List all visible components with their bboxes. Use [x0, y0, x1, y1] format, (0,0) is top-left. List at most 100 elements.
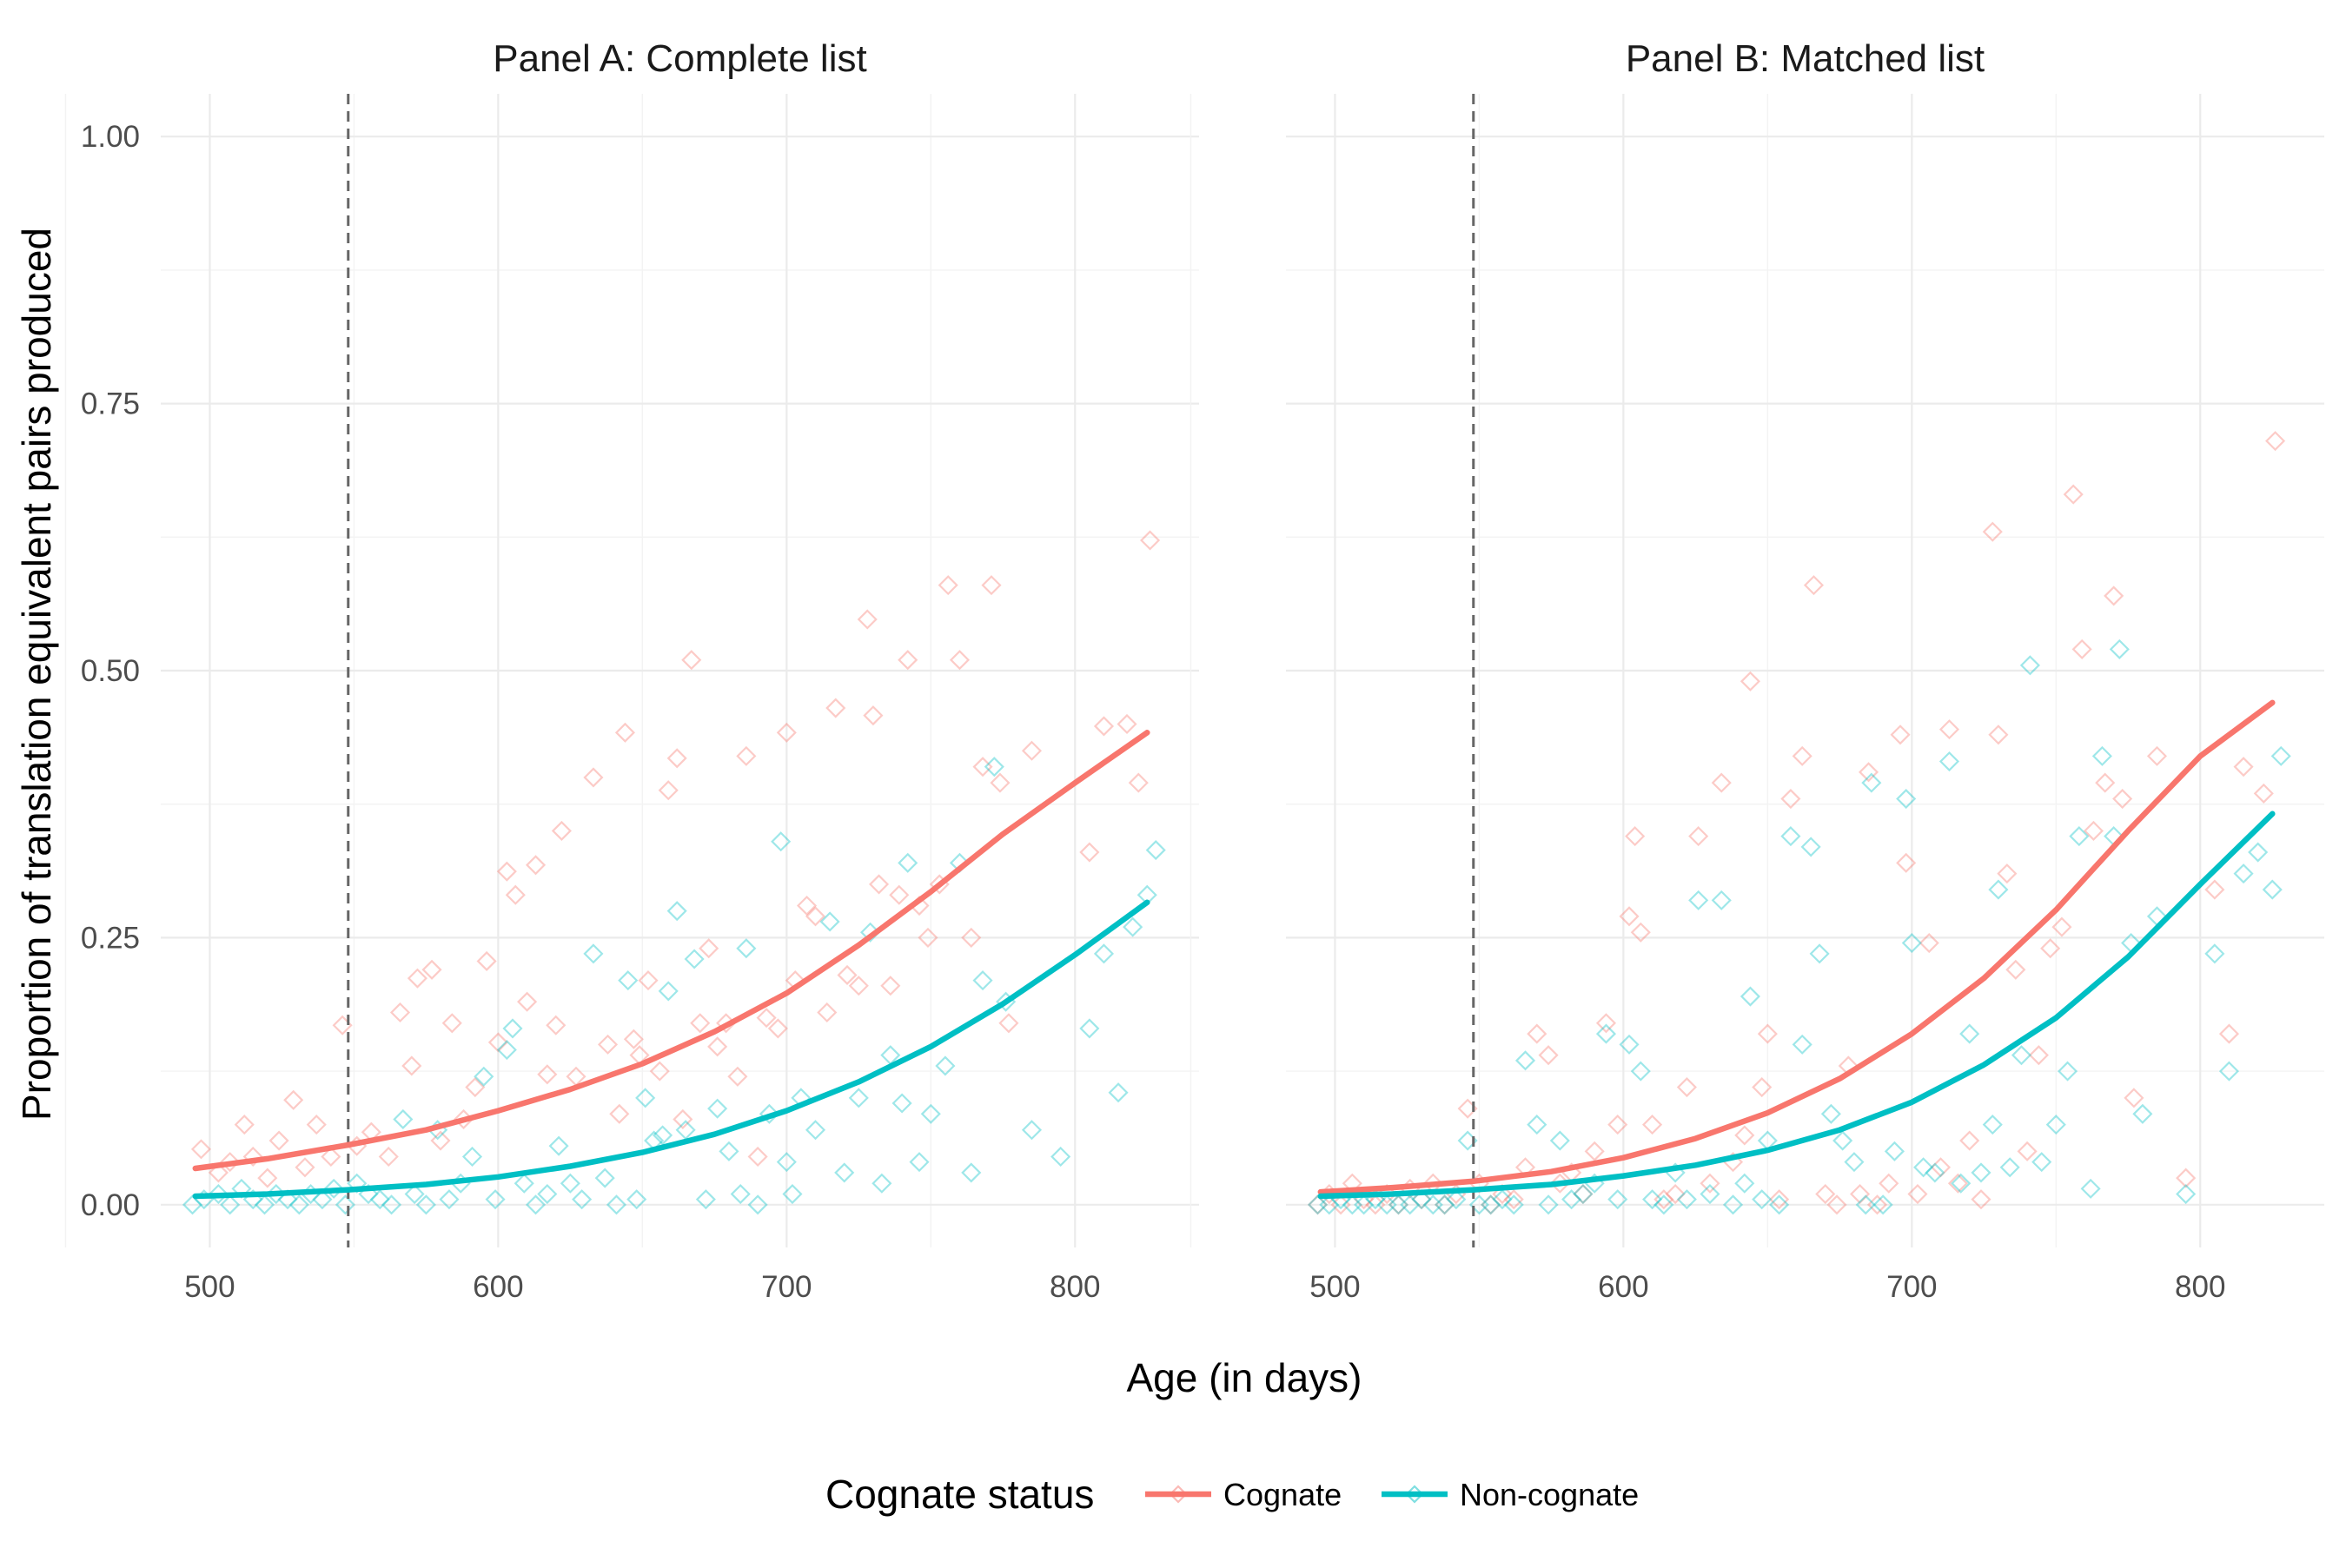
- panel-a-point-non-cognate: [182, 1194, 203, 1215]
- panel-b-point-non-cognate: [1538, 1194, 1559, 1215]
- panel-b-point-cognate: [1653, 1189, 1674, 1210]
- panel-a-point-non-cognate: [461, 1146, 483, 1168]
- panel-a-point-cognate: [776, 722, 797, 743]
- panel-b-point-non-cognate: [1411, 1189, 1432, 1210]
- panel-a-point-non-cognate: [514, 1173, 534, 1194]
- panel-b-point-non-cognate: [1700, 1183, 1720, 1205]
- panel-b-point-non-cognate: [1422, 1194, 1443, 1215]
- panel-a-point-non-cognate: [771, 831, 792, 852]
- panel-b-point-non-cognate: [2204, 943, 2225, 964]
- panel-a-point-non-cognate: [381, 1194, 402, 1215]
- panel-a-point-cognate: [961, 927, 982, 948]
- panel-b-point-cognate: [1595, 1013, 1617, 1034]
- panel-a-point-non-cognate: [736, 938, 757, 959]
- panel-b-point-cognate: [1700, 1173, 1720, 1194]
- panel-a-point-cognate: [658, 780, 679, 801]
- panel-b-point-non-cognate: [1676, 1189, 1697, 1210]
- panel-b-point-non-cognate: [1896, 789, 1917, 810]
- panel-b-point-cognate: [1769, 1189, 1790, 1210]
- panel-b-point-non-cognate: [1388, 1194, 1409, 1215]
- panel-b-point-non-cognate: [1435, 1194, 1455, 1215]
- panel-a-point-cognate: [614, 722, 635, 743]
- panel-b-point-non-cognate: [1861, 772, 1882, 793]
- panel-b-point-cognate: [2265, 431, 2286, 452]
- panel-b-point-cognate: [1630, 922, 1651, 943]
- panel-b-point-cognate: [1492, 1183, 1513, 1205]
- panel-b-point-non-cognate: [1800, 837, 1821, 857]
- legend-key-non-cognate: [1382, 1485, 1448, 1504]
- panel-b-point-non-cognate: [1307, 1194, 1329, 1215]
- panel-b-point-cognate: [1330, 1194, 1351, 1215]
- panel-a-point-cognate: [837, 964, 858, 985]
- panel-b-point-non-cognate: [1884, 1141, 1905, 1161]
- panel-b-point-non-cognate: [1722, 1194, 1744, 1215]
- panel-b-point-non-cognate: [1951, 1173, 1972, 1194]
- panel-a-point-cognate: [537, 1064, 558, 1085]
- panel-a-point-non-cognate: [834, 1162, 855, 1183]
- panel-b-point-non-cognate: [2132, 1103, 2153, 1124]
- panel-a-point-non-cognate: [972, 970, 993, 991]
- panel-b-point-non-cognate: [1988, 879, 2009, 900]
- panel-b-point-non-cognate: [1844, 1152, 1865, 1173]
- panel-b-point-cognate: [2028, 1045, 2049, 1066]
- panel-b-point-cognate: [1503, 1189, 1524, 1210]
- panel-a-point-cognate: [990, 772, 1011, 793]
- panel-a-point-cognate: [1021, 740, 1043, 761]
- panel-a-x-tick-label: 500: [184, 1270, 235, 1304]
- panel-a-point-cognate: [863, 705, 884, 726]
- panel-b-point-cognate: [2253, 783, 2274, 804]
- panel-a-point-non-cognate: [525, 1194, 547, 1215]
- panel-b-point-non-cognate: [2069, 826, 2090, 847]
- panel-b-point-non-cognate: [2091, 745, 2112, 766]
- panel-b-point-cognate: [1711, 772, 1732, 793]
- panel-b-point-non-cognate: [1561, 1189, 1582, 1210]
- panel-b-point-non-cognate: [1734, 1173, 1755, 1194]
- panel-b-point-non-cognate: [1769, 1194, 1790, 1215]
- panel-b-point-cognate: [2083, 820, 2104, 841]
- panel-a-point-non-cognate: [730, 1183, 751, 1205]
- panel-b-point-cognate: [2204, 879, 2225, 900]
- panel-b-points-non-cognate: [1307, 638, 2291, 1215]
- panel-b-point-non-cognate: [1492, 1189, 1513, 1210]
- panel-a-point-non-cognate: [594, 1168, 615, 1188]
- panel-b-point-cognate: [1625, 826, 1646, 847]
- panel-a-point-non-cognate: [898, 852, 918, 873]
- panel-b-title: Panel B: Matched list: [1626, 37, 1985, 80]
- panel-a-point-non-cognate: [626, 1189, 647, 1210]
- panel-a-point-non-cognate: [474, 1066, 494, 1087]
- panel-b-point-non-cognate: [1740, 986, 1760, 1007]
- panel-a-point-cognate: [666, 748, 687, 769]
- panel-a-point-cognate: [673, 1108, 693, 1129]
- y-tick-label: 0.00: [81, 1188, 140, 1222]
- panel-b-point-non-cognate: [1971, 1162, 1991, 1183]
- panel-a-point-cognate: [546, 1015, 567, 1035]
- panel-b-point-non-cognate: [1573, 1183, 1594, 1205]
- panel-b-point-cognate: [2146, 745, 2168, 766]
- panel-b-point-non-cognate: [1752, 1189, 1773, 1210]
- panel-a-point-cognate: [797, 895, 818, 916]
- panel-b-point-non-cognate: [1376, 1194, 1397, 1215]
- panel-b-point-cognate: [2071, 638, 2092, 659]
- panel-b-point-cognate: [1411, 1189, 1432, 1210]
- panel-a-point-cognate: [525, 855, 547, 876]
- panel-b-point-cognate: [1780, 789, 1801, 810]
- panel-a-point-cognate: [981, 575, 1002, 596]
- panel-b-x-tick-label: 600: [1598, 1270, 1648, 1304]
- panel-b-point-cognate: [2104, 586, 2124, 606]
- panel-b: Panel B: Matched list 500 600 700 800: [1190, 37, 2324, 1304]
- panel-b-point-non-cognate: [1809, 943, 1830, 964]
- panel-b-point-non-cognate: [1642, 1189, 1663, 1210]
- panel-a-point-cognate: [234, 1115, 255, 1135]
- panel-a-point-non-cognate: [208, 1183, 229, 1205]
- panel-a-point-non-cognate: [848, 1088, 869, 1108]
- panel-a-point-cognate: [918, 927, 938, 948]
- panel-a-point-cognate: [496, 861, 517, 882]
- panel-b-point-non-cognate: [1342, 1194, 1362, 1215]
- panel-b-point-cognate: [2005, 959, 2026, 980]
- panel-a-point-cognate: [389, 1002, 411, 1023]
- panel-a-point-cognate: [421, 959, 442, 980]
- panel-a-point-cognate: [321, 1146, 341, 1168]
- panel-b-point-non-cognate: [1925, 1162, 1945, 1183]
- panel-b-point-non-cognate: [1688, 890, 1709, 910]
- panel-b-x-tick-label: 500: [1309, 1270, 1360, 1304]
